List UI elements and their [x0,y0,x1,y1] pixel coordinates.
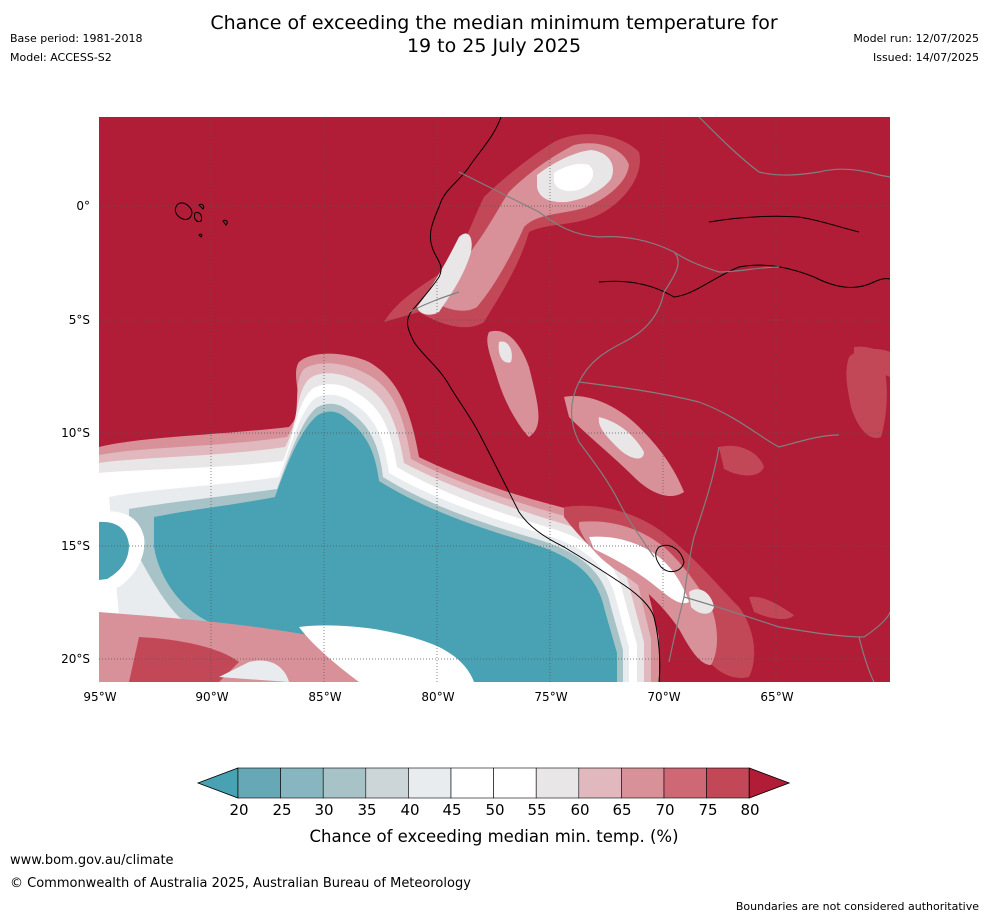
colorbar-segment [621,767,665,799]
lat-label-5s: 5°S [68,313,90,327]
map-title: Chance of exceeding the median minimum t… [0,12,988,58]
colorbar-tick-35: 35 [357,801,377,819]
issued-date: Issued: 14/07/2025 [872,51,979,64]
colorbar-segment [237,767,281,799]
lat-label-0: 0° [76,199,90,213]
colorbar-tick-40: 40 [400,801,420,819]
lon-label-90w: 90°W [195,690,229,704]
colorbar-tick-50: 50 [485,801,505,819]
lon-label-85w: 85°W [308,690,342,704]
colorbar-segment [663,767,707,799]
lon-label-80w: 80°W [421,690,455,704]
colorbar-tick-45: 45 [442,801,462,819]
colorbar-tick-55: 55 [527,801,547,819]
colorbar-extend-high [748,767,791,799]
colorbar-svg [196,767,791,799]
colorbar-tick-80: 80 [740,801,760,819]
colorbar-segment [578,767,622,799]
coastline [407,116,661,683]
colorbar-tick-30: 30 [314,801,334,819]
highland-region [384,134,890,678]
colorbar-tick-70: 70 [655,801,675,819]
lat-label-20s: 20°S [61,652,90,666]
colorbar-tick-20: 20 [229,801,249,819]
lon-label-65w: 65°W [760,690,794,704]
map-svg [99,116,891,683]
colorbar-segment [408,767,452,799]
map-title-line1: Chance of exceeding the median minimum t… [210,12,778,34]
lat-label-10s: 10°S [61,426,90,440]
colorbar-tick-65: 65 [612,801,632,819]
colorbar-segment [322,767,367,799]
meta-right: Model run: 12/07/2025 Issued: 14/07/2025 [853,32,979,70]
colorbar-tick-25: 25 [272,801,292,819]
galapagos-islands [174,202,228,238]
colorbar-segment [706,767,750,799]
colorbar-segment [280,767,324,799]
model-name: Model: ACCESS-S2 [10,51,112,64]
colorbar-tick-75: 75 [698,801,718,819]
lon-label-95w: 95°W [83,690,117,704]
meta-left: Base period: 1981-2018 Model: ACCESS-S2 [10,32,142,70]
amazon-river [598,264,891,298]
colorbar-segment [535,767,580,799]
lon-label-75w: 75°W [534,690,568,704]
colorbar-tick-60: 60 [570,801,590,819]
cold-region [99,353,659,682]
map-title-line2: 19 to 25 July 2025 [406,35,582,57]
colorbar [196,766,794,804]
colorbar-segment [365,767,409,799]
colorbar-segment [450,767,494,799]
lon-label-70w: 70°W [647,690,681,704]
river-north [708,215,860,233]
footer-disclaimer: Boundaries are not considered authoritat… [735,900,979,913]
colorbar-segment [493,767,537,799]
graticule [99,117,890,682]
map-panel[interactable] [99,116,891,683]
colorbar-extend-low [196,767,239,799]
lat-label-15s: 15°S [61,539,90,553]
country-borders [408,116,891,683]
lake-titicaca [655,544,685,573]
footer-url[interactable]: www.bom.gov.au/climate [10,853,174,868]
footer-copyright: © Commonwealth of Australia 2025, Austra… [10,876,471,891]
colorbar-label: Chance of exceeding median min. temp. (%… [309,827,679,846]
model-run: Model run: 12/07/2025 [853,32,979,45]
base-period: Base period: 1981-2018 [10,32,143,45]
